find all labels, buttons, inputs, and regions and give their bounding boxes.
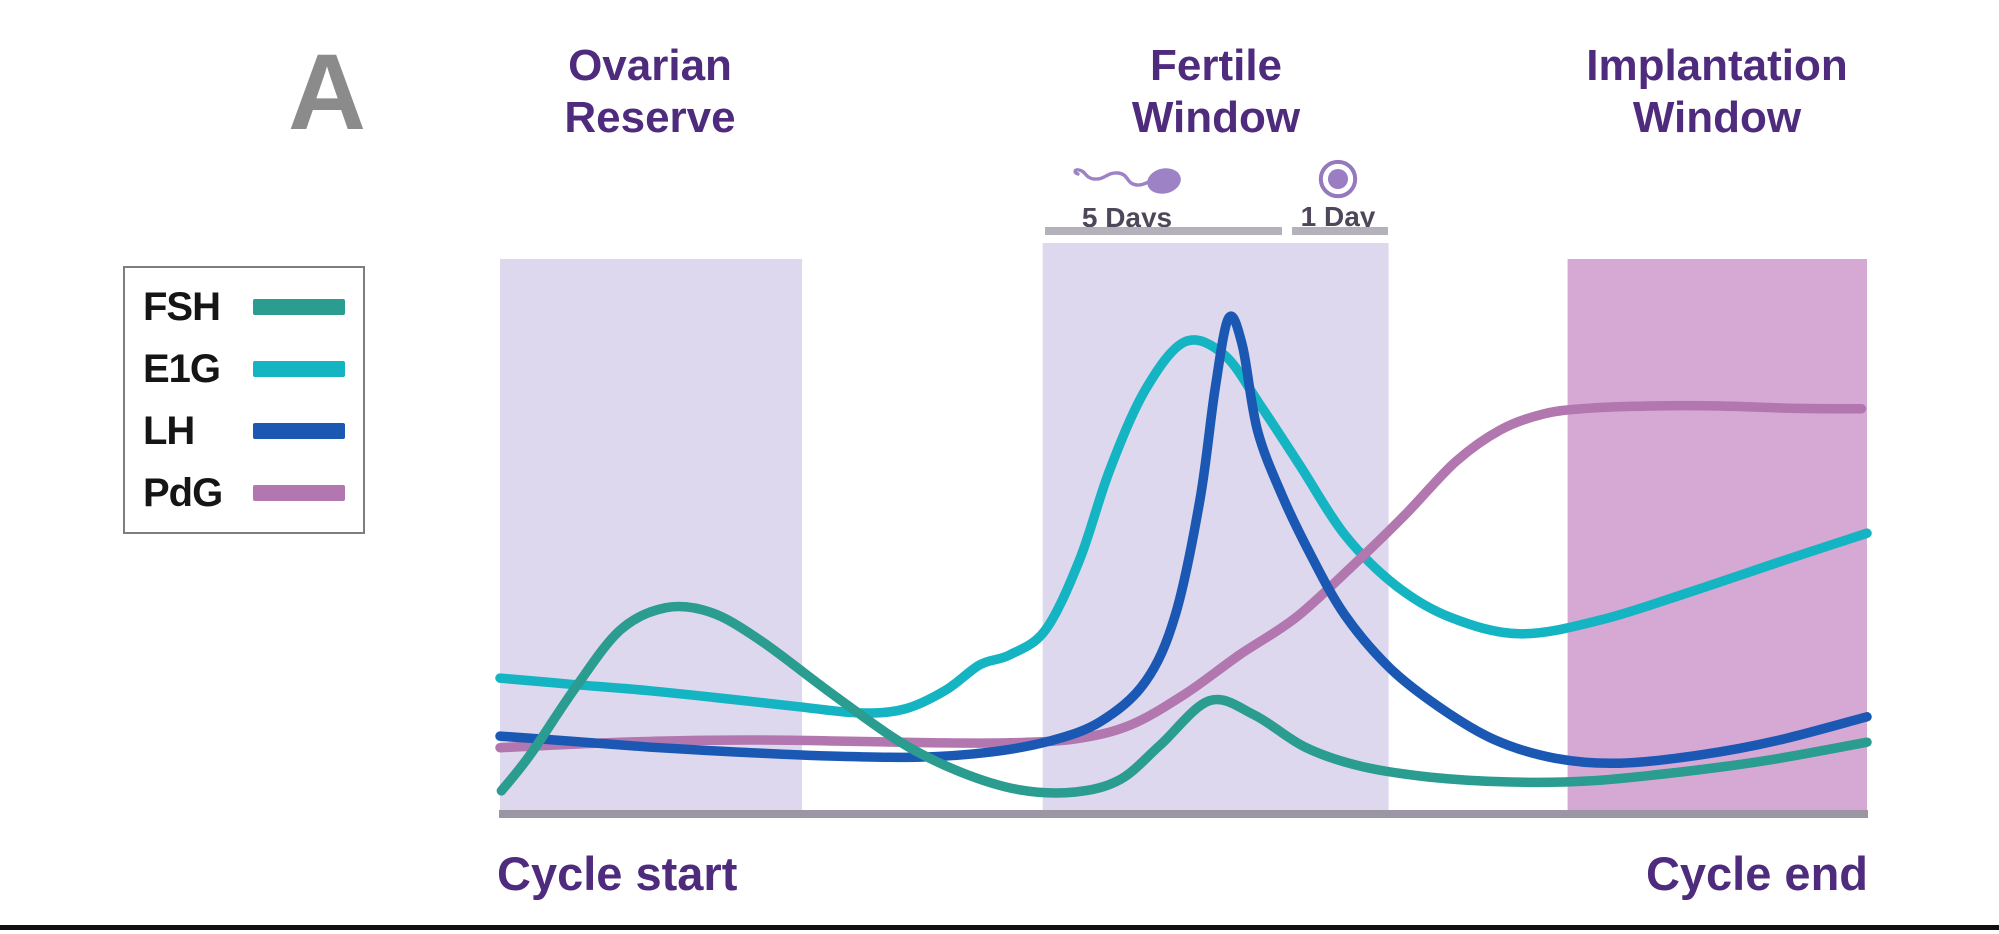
legend-item-fsh: FSH [143, 285, 345, 330]
legend-item-lh: LH [143, 409, 345, 454]
legend-label-lh: LH [143, 408, 195, 453]
sperm-icon [1073, 168, 1181, 194]
one-day-bracket [1292, 227, 1388, 235]
curve-pdg [495, 400, 1867, 753]
band-implantation-window [1567, 259, 1867, 813]
curve-fsh [496, 601, 1872, 798]
curve-lh [495, 311, 1872, 769]
legend-item-pdg: PdG [143, 471, 345, 516]
egg-duration-label: 1 Day [1300, 201, 1376, 232]
egg-annotation: 1 Day [1298, 158, 1378, 233]
egg-icon [1318, 159, 1358, 199]
bottom-divider [0, 925, 1999, 930]
curve-e1g [495, 335, 1872, 718]
panel-label: A [288, 31, 366, 152]
header-fertile-window: Fertile Window [1131, 41, 1301, 142]
header-implantation-window: Implantation Window [1586, 41, 1848, 142]
legend: FSH E1G LH PdG [123, 266, 365, 534]
x-axis-label-cycle-end: Cycle end [1645, 847, 1868, 900]
legend-swatch-pdg [253, 485, 345, 501]
legend-label-pdg: PdG [143, 470, 223, 515]
legend-swatch-lh [253, 423, 345, 439]
header-ovarian-reserve: Ovarian Reserve [564, 41, 736, 142]
five-days-bracket [1045, 227, 1282, 235]
x-axis-label-cycle-start: Cycle start [497, 847, 738, 900]
legend-swatch-e1g [253, 361, 345, 377]
legend-label-fsh: FSH [143, 284, 221, 329]
legend-item-e1g: E1G [143, 347, 345, 392]
legend-swatch-fsh [253, 299, 345, 315]
sperm-annotation: 5 Days [1070, 161, 1184, 234]
legend-label-e1g: E1G [143, 346, 221, 391]
x-axis-baseline [499, 810, 1868, 818]
